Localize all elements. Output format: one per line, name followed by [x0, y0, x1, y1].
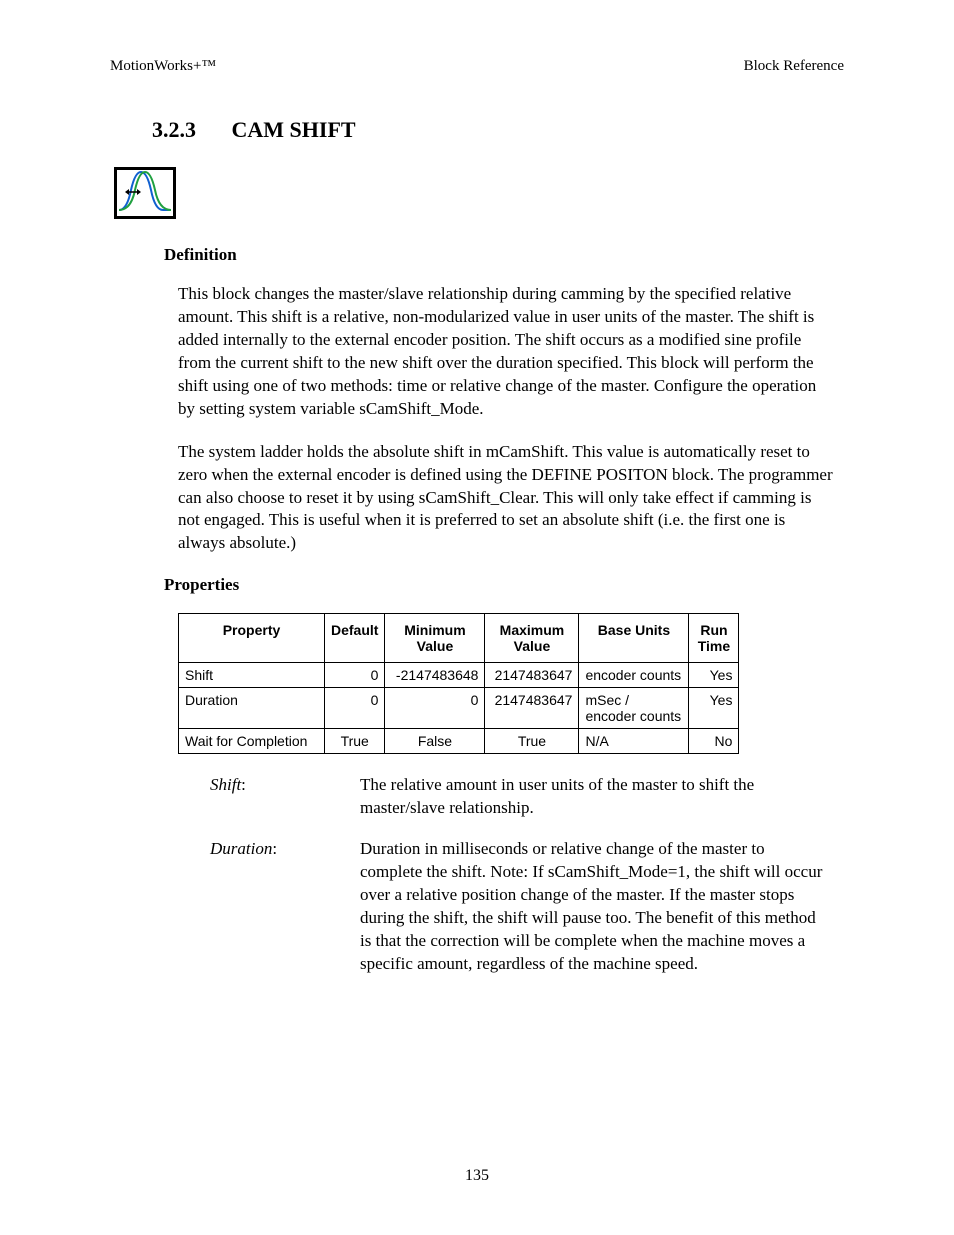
properties-heading: Properties: [164, 575, 844, 595]
table-cell: 0: [325, 688, 385, 729]
table-cell: Yes: [689, 663, 739, 688]
col-run: Run Time: [689, 614, 739, 663]
table-cell: Wait for Completion: [179, 729, 325, 754]
page-header: MotionWorks+™ Block Reference: [110, 58, 844, 75]
definition-row: Duration:Duration in milliseconds or rel…: [210, 838, 826, 976]
section-heading: 3.2.3 CAM SHIFT: [152, 117, 844, 143]
page-number: 135: [0, 1167, 954, 1185]
table-cell: N/A: [579, 729, 689, 754]
definition-desc: The relative amount in user units of the…: [360, 774, 826, 820]
col-property: Property: [179, 614, 325, 663]
definition-row: Shift:The relative amount in user units …: [210, 774, 826, 820]
definition-para-2: The system ladder holds the absolute shi…: [178, 441, 834, 556]
table-cell: 0: [325, 663, 385, 688]
table-row: Shift0-21474836482147483647encoder count…: [179, 663, 739, 688]
table-cell: encoder counts: [579, 663, 689, 688]
table-cell: mSec / encoder counts: [579, 688, 689, 729]
col-max: Maximum Value: [485, 614, 579, 663]
table-row: Duration002147483647mSec / encoder count…: [179, 688, 739, 729]
properties-table-body: Shift0-21474836482147483647encoder count…: [179, 663, 739, 754]
section-title: CAM SHIFT: [232, 117, 356, 142]
properties-table: Property Default Minimum Value Maximum V…: [178, 613, 739, 754]
table-cell: False: [385, 729, 485, 754]
definition-heading: Definition: [164, 245, 844, 265]
header-left: MotionWorks+™: [110, 58, 216, 75]
col-min: Minimum Value: [385, 614, 485, 663]
table-cell: True: [325, 729, 385, 754]
definition-term: Shift:: [210, 774, 360, 820]
table-cell: 2147483647: [485, 688, 579, 729]
definition-term: Duration:: [210, 838, 360, 976]
table-cell: No: [689, 729, 739, 754]
col-base: Base Units: [579, 614, 689, 663]
table-cell: Duration: [179, 688, 325, 729]
col-default: Default: [325, 614, 385, 663]
table-cell: Shift: [179, 663, 325, 688]
table-cell: 0: [385, 688, 485, 729]
table-header-row: Property Default Minimum Value Maximum V…: [179, 614, 739, 663]
table-cell: 2147483647: [485, 663, 579, 688]
table-cell: -2147483648: [385, 663, 485, 688]
cam-shift-icon: [114, 167, 176, 219]
definitions-list: Shift:The relative amount in user units …: [210, 774, 826, 976]
section-number: 3.2.3: [152, 117, 196, 143]
definition-para-1: This block changes the master/slave rela…: [178, 283, 834, 421]
page: MotionWorks+™ Block Reference 3.2.3 CAM …: [0, 0, 954, 1235]
header-right: Block Reference: [744, 58, 844, 75]
table-row: Wait for CompletionTrueFalseTrueN/ANo: [179, 729, 739, 754]
table-cell: True: [485, 729, 579, 754]
table-cell: Yes: [689, 688, 739, 729]
definition-desc: Duration in milliseconds or relative cha…: [360, 838, 826, 976]
